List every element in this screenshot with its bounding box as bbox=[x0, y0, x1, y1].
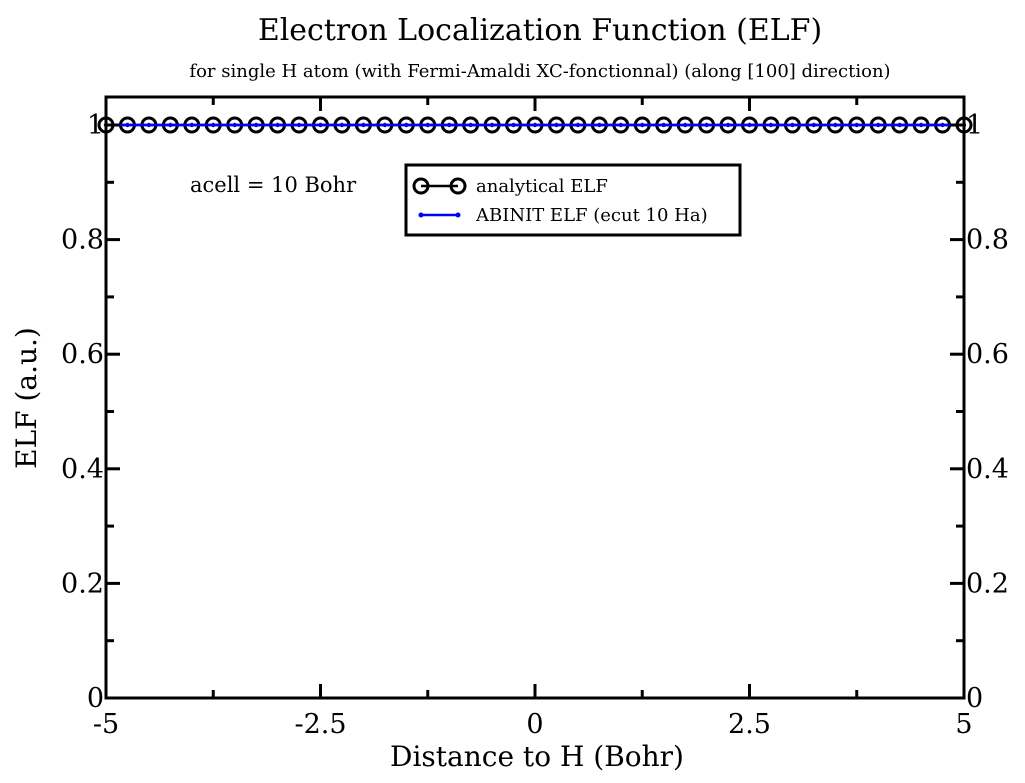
y-tick-label-left: 0.6 bbox=[61, 339, 104, 370]
x-axis-label: Distance to H (Bohr) bbox=[390, 740, 684, 773]
series-abinit-point bbox=[340, 123, 344, 127]
series-abinit-point bbox=[168, 123, 172, 127]
series-abinit-point bbox=[704, 123, 708, 127]
series-abinit-point bbox=[876, 123, 880, 127]
legend-label-analytical: analytical ELF bbox=[476, 176, 608, 197]
series-abinit-point bbox=[833, 123, 837, 127]
series-abinit-point bbox=[468, 123, 472, 127]
chart-title: Electron Localization Function (ELF) bbox=[258, 13, 822, 48]
series-layer bbox=[99, 118, 971, 132]
y-tick-label-right: 0 bbox=[966, 683, 983, 714]
x-tick-label: -2.5 bbox=[294, 709, 346, 740]
series-abinit-point bbox=[940, 123, 944, 127]
acell-annotation: acell = 10 Bohr bbox=[190, 173, 357, 197]
y-tick-label-right: 0.6 bbox=[966, 339, 1009, 370]
series-abinit-point bbox=[769, 123, 773, 127]
x-tick-label: 0 bbox=[526, 709, 543, 740]
series-abinit-point bbox=[490, 123, 494, 127]
series-abinit-point bbox=[318, 123, 322, 127]
series-abinit-point bbox=[297, 123, 301, 127]
series-abinit-point bbox=[147, 123, 151, 127]
series-abinit-point bbox=[554, 123, 558, 127]
series-abinit-point bbox=[254, 123, 258, 127]
series-abinit-point bbox=[640, 123, 644, 127]
series-abinit-point bbox=[233, 123, 237, 127]
y-tick-label-left: 1 bbox=[87, 110, 104, 141]
y-tick-label-right: 0.2 bbox=[966, 568, 1009, 599]
series-abinit-point bbox=[726, 123, 730, 127]
series-abinit-point bbox=[597, 123, 601, 127]
series-abinit-point bbox=[790, 123, 794, 127]
series-abinit-point bbox=[662, 123, 666, 127]
x-tick-label: 2.5 bbox=[728, 709, 771, 740]
legend-marker-abinit bbox=[456, 213, 461, 218]
legend-marker-abinit bbox=[419, 213, 424, 218]
series-abinit-point bbox=[125, 123, 129, 127]
chart-subtitle: for single H atom (with Fermi-Amaldi XC-… bbox=[189, 61, 890, 82]
y-tick-label-left: 0.2 bbox=[61, 568, 104, 599]
y-tick-label-right: 0.8 bbox=[966, 225, 1009, 256]
series-abinit-point bbox=[533, 123, 537, 127]
series-abinit-point bbox=[747, 123, 751, 127]
series-abinit-point bbox=[619, 123, 623, 127]
series-abinit-point bbox=[576, 123, 580, 127]
series-abinit-point bbox=[404, 123, 408, 127]
series-abinit-point bbox=[897, 123, 901, 127]
series-abinit-point bbox=[211, 123, 215, 127]
series-abinit-point bbox=[383, 123, 387, 127]
series-abinit-point bbox=[511, 123, 515, 127]
y-axis-label: ELF (a.u.) bbox=[10, 327, 43, 469]
y-tick-label-right: 1 bbox=[966, 110, 983, 141]
series-abinit-point bbox=[361, 123, 365, 127]
y-tick-label-right: 0.4 bbox=[966, 454, 1009, 485]
series-abinit-point bbox=[447, 123, 451, 127]
series-abinit-point bbox=[855, 123, 859, 127]
series-abinit-point bbox=[683, 123, 687, 127]
series-abinit-point bbox=[426, 123, 430, 127]
series-abinit-point bbox=[190, 123, 194, 127]
legend-label-abinit: ABINIT ELF (ecut 10 Ha) bbox=[475, 205, 708, 226]
legend: analytical ELF ABINIT ELF (ecut 10 Ha) bbox=[406, 165, 740, 235]
y-tick-label-left: 0.8 bbox=[61, 225, 104, 256]
series-abinit-point bbox=[812, 123, 816, 127]
series-abinit-point bbox=[919, 123, 923, 127]
series-abinit-point bbox=[275, 123, 279, 127]
y-tick-label-left: 0.4 bbox=[61, 454, 104, 485]
y-tick-label-left: 0 bbox=[87, 683, 104, 714]
